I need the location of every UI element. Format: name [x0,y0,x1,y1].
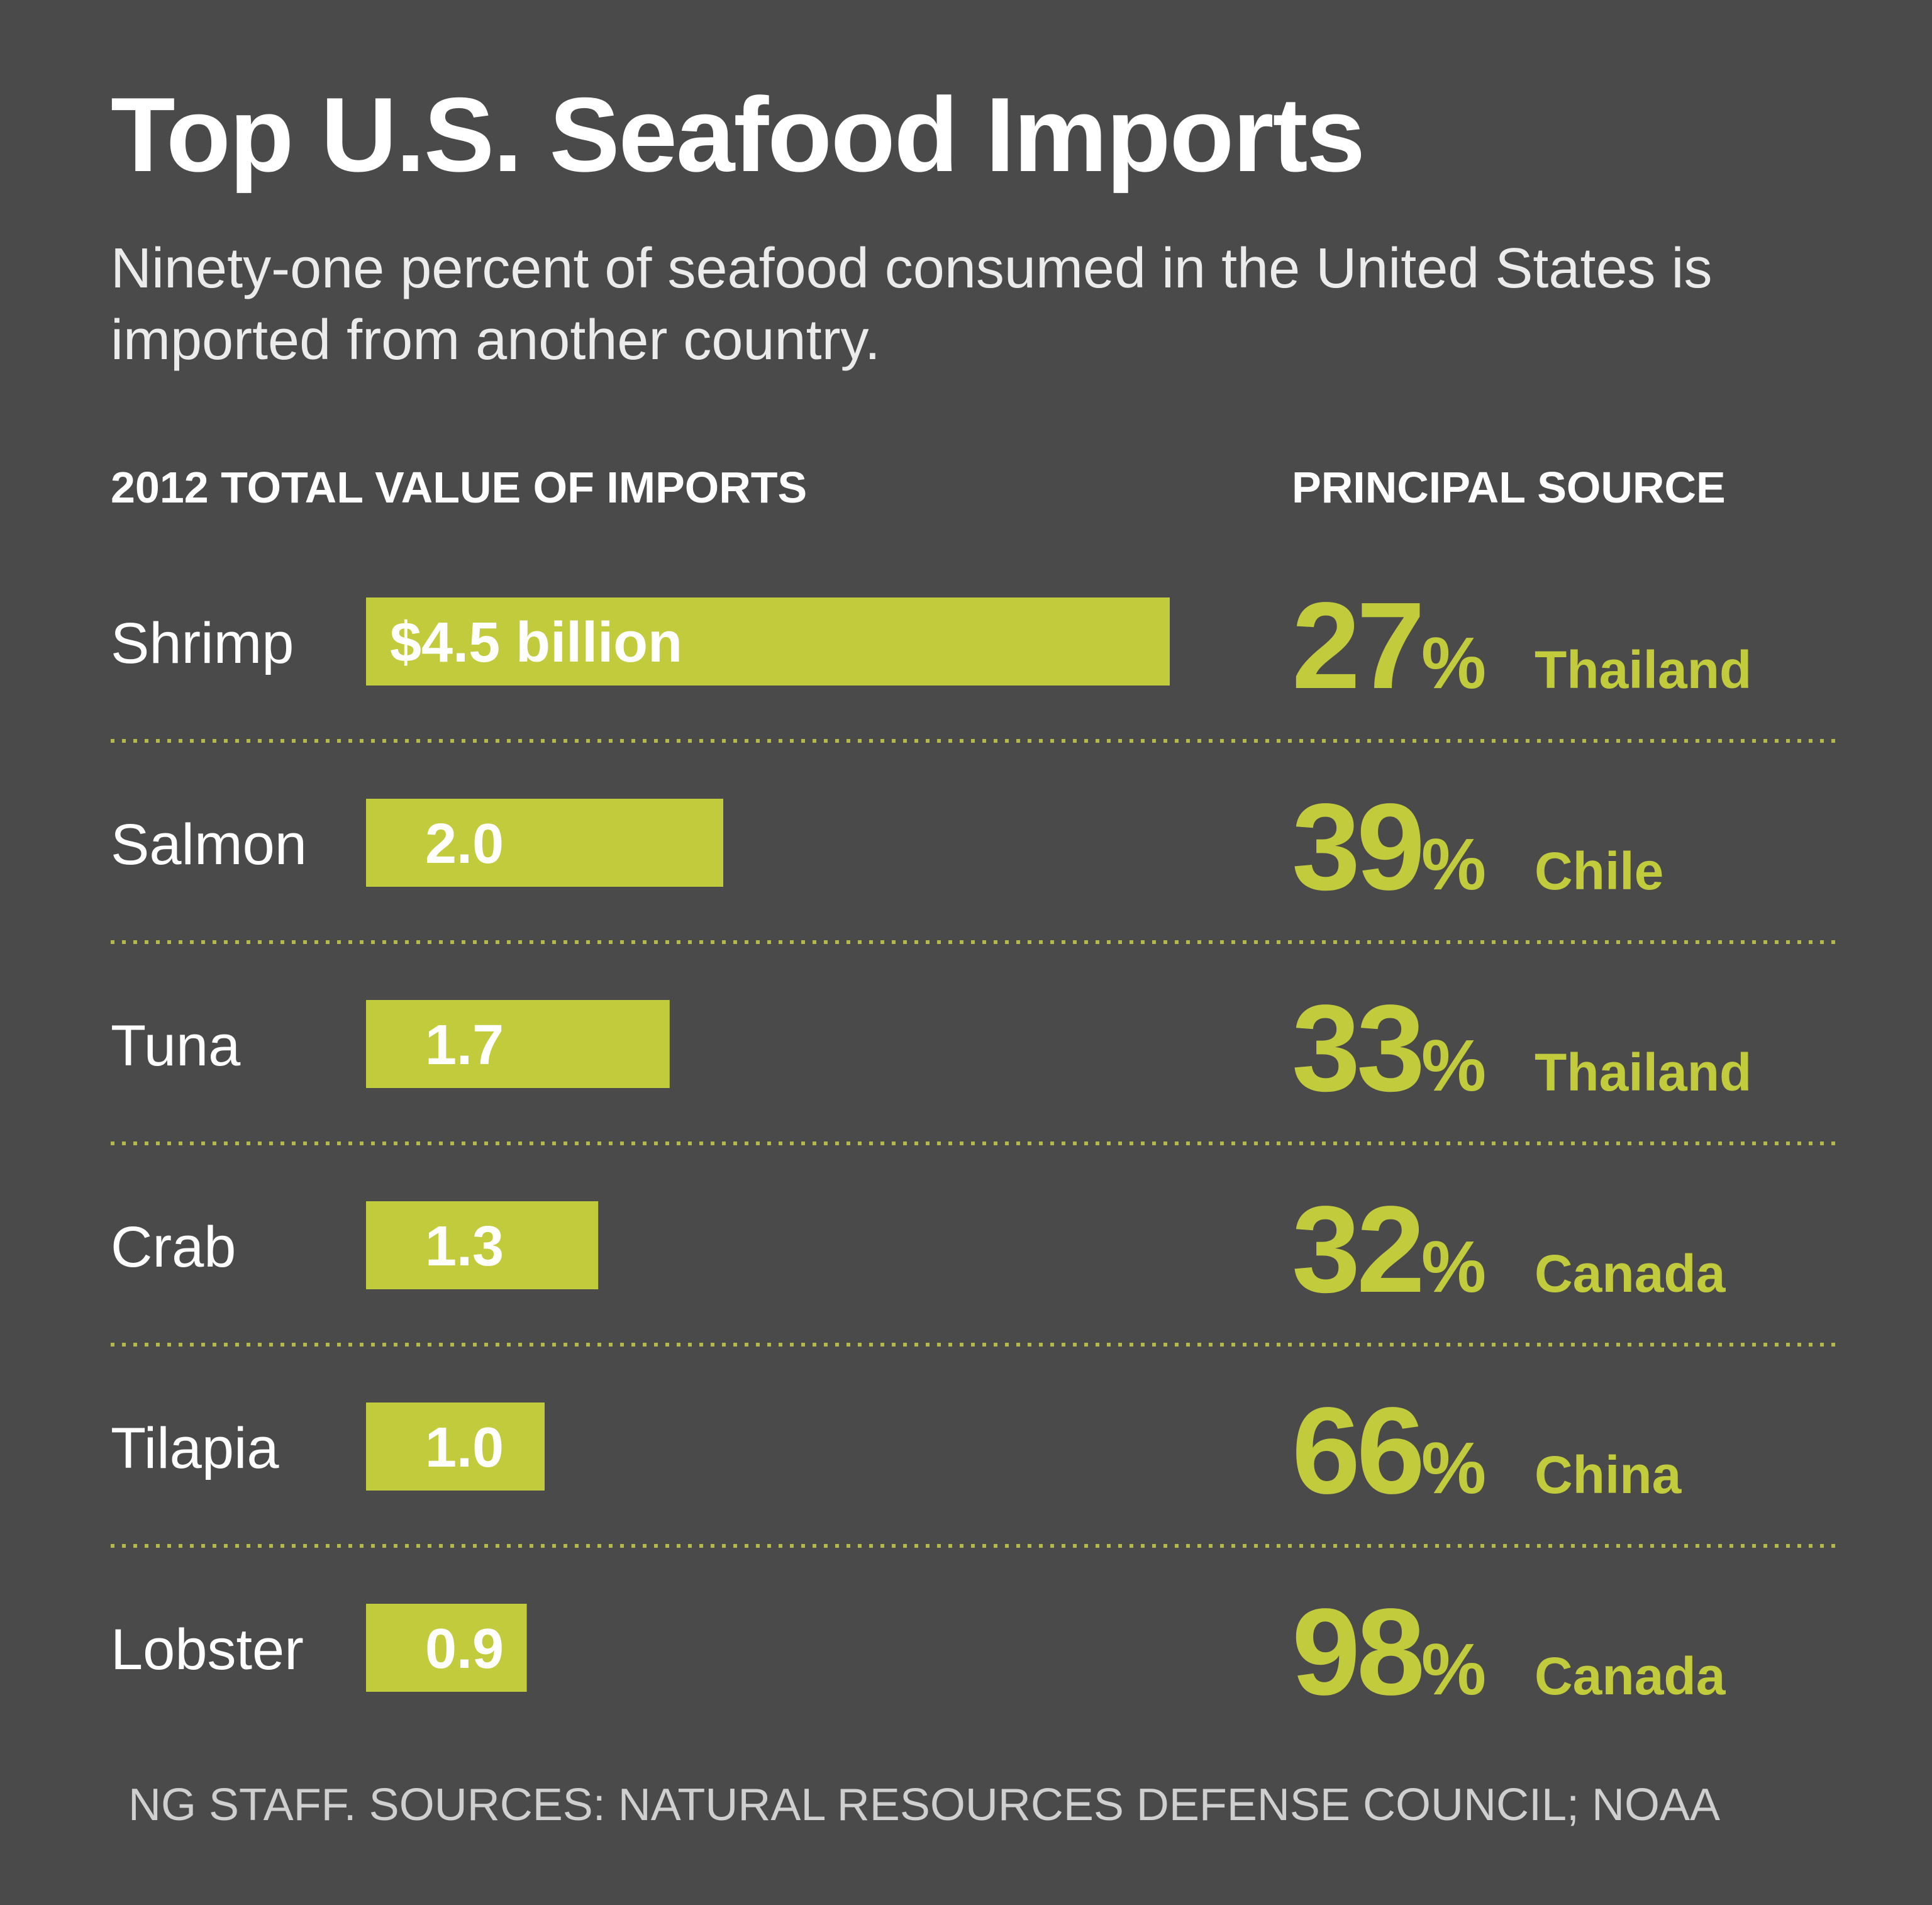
percent-sign: % [1421,622,1486,704]
source-percent-value: 66 [1292,1382,1421,1519]
source-percent-value: 39 [1292,778,1421,916]
bar-value-label: $4.5 billion [390,611,682,674]
category-label: Tuna [111,1014,241,1078]
source-percent-label: 98% [1292,1583,1486,1721]
bar-value-label: 2.0 [425,813,504,875]
source-percent-label: 66% [1292,1382,1486,1519]
category-label: Crab [111,1215,236,1279]
bar-value-label: 1.7 [425,1014,504,1077]
source-percent-value: 27 [1292,577,1421,714]
source-country-label: Canada [1535,1647,1726,1706]
bar [366,1604,527,1692]
source-percent-label: 39% [1292,778,1486,916]
percent-sign: % [1421,823,1486,905]
percent-sign: % [1421,1628,1486,1710]
source-percent-value: 98 [1292,1583,1421,1721]
source-country-label: China [1535,1445,1682,1504]
source-column-header: PRINCIPAL SOURCE [1292,463,1726,512]
percent-sign: % [1421,1025,1486,1106]
category-label: Shrimp [111,611,294,675]
category-label: Salmon [111,813,307,877]
chart-title: Top U.S. Seafood Imports [111,75,1365,194]
source-percent-value: 33 [1292,979,1421,1117]
source-percent-label: 32% [1292,1180,1486,1318]
source-country-label: Thailand [1535,1043,1752,1102]
category-label: Lobster [111,1618,304,1682]
bar [366,1000,670,1088]
bar [366,1402,545,1491]
bar [366,799,723,887]
bar [366,597,1170,686]
value-column-header: 2012 TOTAL VALUE OF IMPORTS [111,463,808,512]
source-percent-label: 27% [1292,577,1486,714]
bar-value-label: 0.9 [425,1618,504,1680]
chart-subtitle: Ninety-one percent of seafood consumed i… [111,237,1713,372]
bar-value-label: 1.3 [425,1215,504,1278]
category-label: Tilapia [111,1416,279,1480]
source-percent-label: 33% [1292,979,1486,1117]
source-country-label: Canada [1535,1244,1726,1303]
source-percent-value: 32 [1292,1180,1421,1318]
source-country-label: Thailand [1535,640,1752,699]
bar [366,1201,599,1289]
source-credit: NG STAFF. SOURCES: NATURAL RESOURCES DEF… [128,1780,1721,1830]
source-country-label: Chile [1535,841,1663,901]
percent-sign: % [1421,1226,1486,1308]
percent-sign: % [1421,1427,1486,1509]
bar-value-label: 1.0 [425,1416,504,1479]
